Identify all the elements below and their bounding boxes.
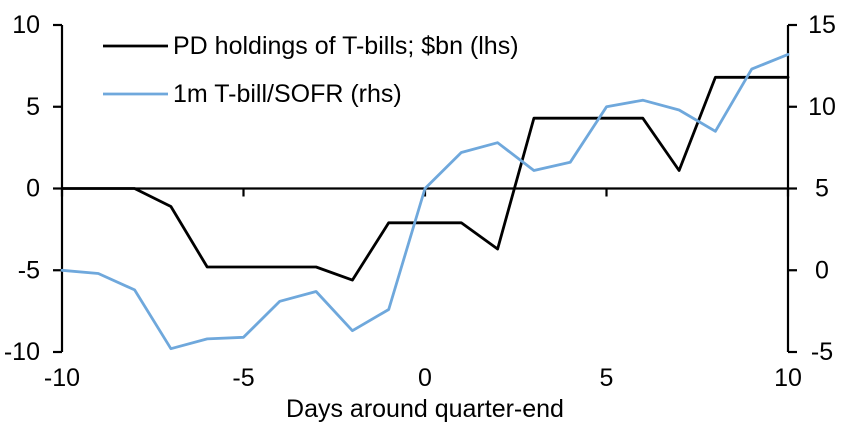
y-axis-right-tick-label: 15 [808,11,836,39]
y-axis-right-tick-label: -5 [811,338,833,366]
series-line-1 [60,53,790,351]
series-line-0 [60,75,790,282]
y-axis-left-tick-label: 5 [26,93,40,121]
x-axis-title: Days around quarter-end [286,395,564,423]
x-axis-tick-label: -5 [232,364,254,392]
legend: PD holdings of T-bills; $bn (lhs) 1m T-b… [103,32,519,108]
x-axis-tick-label: -10 [44,364,80,392]
x-axis-tick-label: 0 [418,364,432,392]
series-lines [60,53,790,351]
y-axis-right-tick-label: 5 [815,175,829,203]
y-axis-right-tick-label: 10 [808,93,836,121]
y-axis-left-tick-label: -5 [18,256,40,284]
x-axis-tick-label: 5 [600,364,614,392]
axes: 10 5 0 -5 -10 15 10 5 0 -5 -10 -5 0 5 10 [4,11,836,392]
x-axis-tick-label: 10 [774,364,802,392]
y-axis-right-tick-label: 0 [815,256,829,284]
legend-label-pd-holdings: PD holdings of T-bills; $bn (lhs) [173,32,519,60]
y-axis-left-tick-label: 0 [26,175,40,203]
legend-label-tbill-sofr: 1m T-bill/SOFR (rhs) [173,80,402,108]
y-axis-left-tick-label: 10 [12,11,40,39]
y-axis-left-tick-label: -10 [4,338,40,366]
